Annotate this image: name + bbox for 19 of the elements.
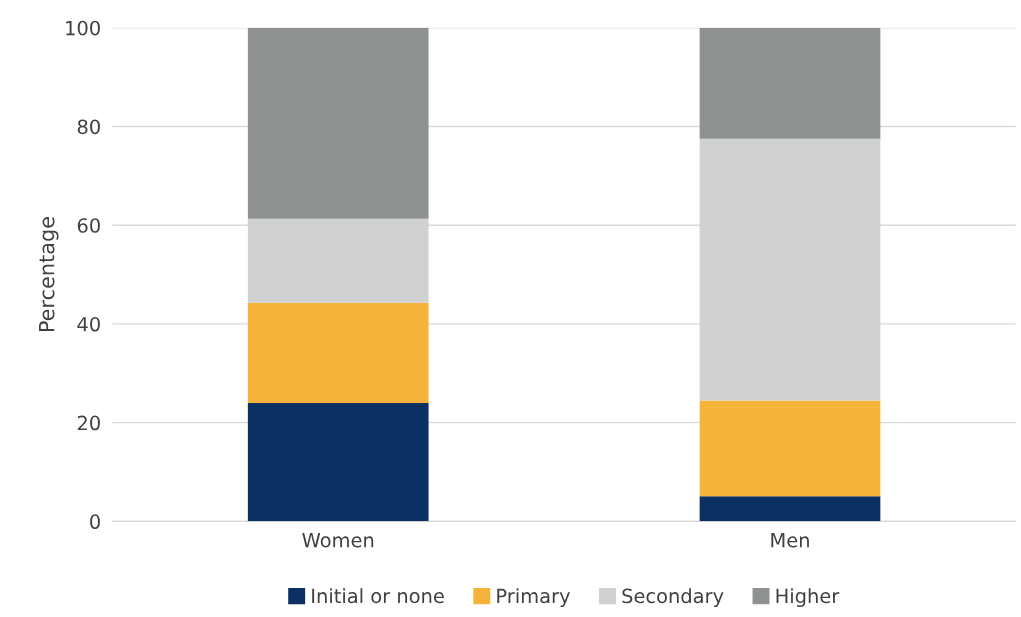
x-tick-label: Women xyxy=(302,533,374,548)
bar xyxy=(247,27,429,219)
legend-label: Secondary xyxy=(622,588,724,608)
y-tick-label: 60 xyxy=(77,218,100,233)
y-axis-title: Percentage xyxy=(39,217,59,332)
y-tick-label: 100 xyxy=(66,20,100,36)
legend-label: Initial or none xyxy=(312,588,444,604)
y-tick-label: 20 xyxy=(77,415,100,431)
bar xyxy=(699,400,881,497)
y-tick-label: 0 xyxy=(90,514,100,530)
legend-label: Higher xyxy=(776,588,840,608)
x-tick-label: Men xyxy=(771,533,809,548)
y-tick-label: 80 xyxy=(77,119,100,135)
bar xyxy=(699,496,881,522)
bar xyxy=(247,302,429,403)
y-tick-label: 40 xyxy=(77,316,100,332)
legend-label: Primary xyxy=(497,588,570,608)
bar xyxy=(247,402,429,522)
bar xyxy=(699,27,881,139)
